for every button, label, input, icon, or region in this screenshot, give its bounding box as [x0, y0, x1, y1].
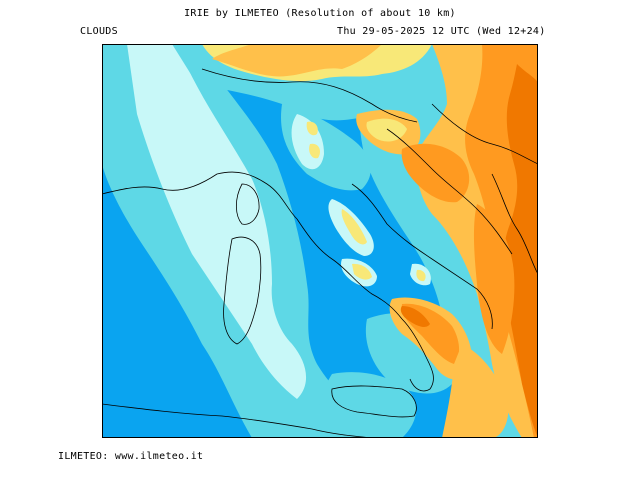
cloud-alps-dense: [212, 44, 382, 77]
cloud-calabria-overcast: [400, 306, 430, 327]
coastlines: [102, 68, 538, 438]
cloud-greece-orange: [473, 204, 515, 354]
cloud-lazio-yellow: [352, 263, 372, 280]
field-label: CLOUDS: [80, 26, 118, 37]
cloud-apennines-yellow: [341, 209, 367, 245]
coastline-ligurian: [102, 171, 298, 220]
map-frame: [102, 44, 538, 438]
run-time-label: Thu 29-05-2025 12 UTC (Wed 12+24): [337, 26, 546, 37]
coastline-adriatic-east: [386, 128, 513, 255]
cloud-gargano-yellow: [416, 269, 426, 282]
cloud-cover-map: [102, 44, 538, 438]
coastline-italy-west: [296, 218, 403, 320]
map-title: IRIE by ILMETEO (Resolution of about 10 …: [184, 8, 456, 19]
cloud-sicily-light: [312, 372, 417, 438]
cloud-slovenia-yellow: [366, 118, 407, 142]
border-balkans: [431, 103, 538, 165]
cloud-po-yellow-b: [309, 143, 321, 159]
coastline-calabria: [401, 318, 434, 392]
cloud-ionian-dense: [442, 344, 509, 438]
cloud-east-overcast: [502, 64, 538, 438]
cloud-po-yellow-a: [306, 121, 318, 136]
coastline-africa: [102, 403, 373, 438]
cloud-band-west-inner: [127, 44, 307, 399]
cloud-cover-areas: [102, 44, 538, 438]
coastline-corsica: [235, 183, 260, 225]
coastline-italy-east: [351, 183, 493, 330]
credit-label: ILMETEO: www.ilmeteo.it: [58, 451, 204, 462]
border-alps: [201, 68, 418, 123]
border-east: [491, 173, 538, 275]
coastline-sardinia: [223, 236, 262, 345]
coastline-sicily: [331, 385, 417, 418]
